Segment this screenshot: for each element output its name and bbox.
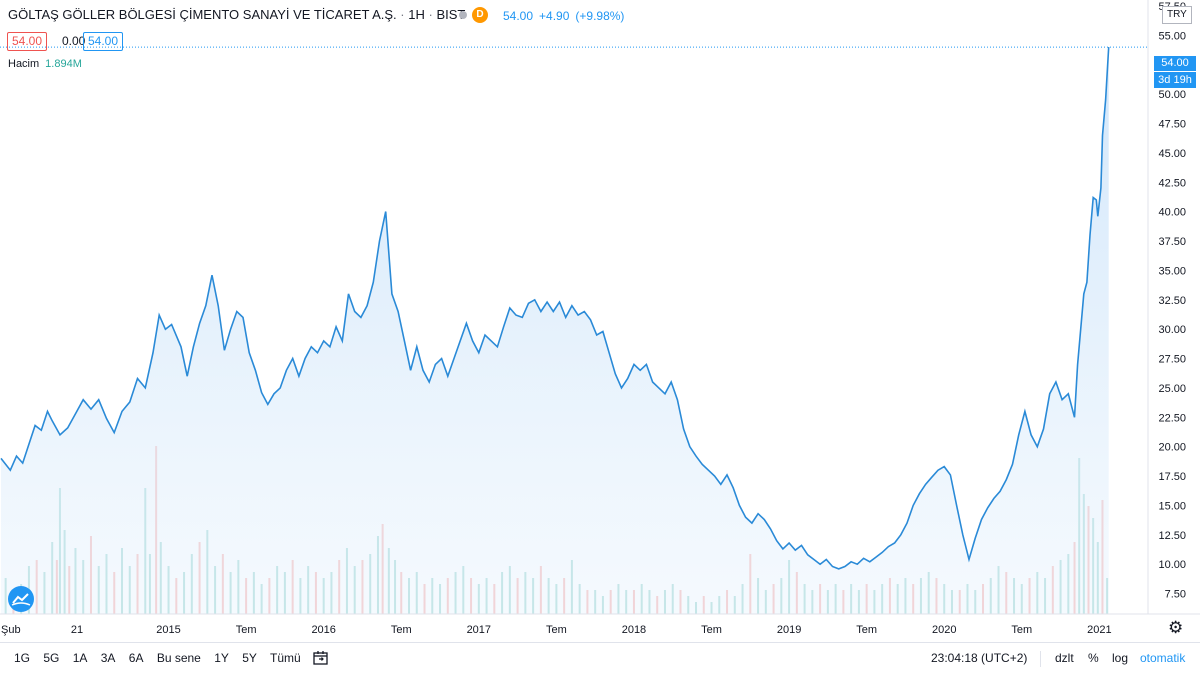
- x-tick-label: Tem: [391, 624, 412, 636]
- x-tick-label: Tem: [546, 624, 567, 636]
- y-tick-label: 25.00: [1158, 383, 1186, 395]
- legend-price: 54.00 +4.90 (+9.98%): [503, 9, 630, 23]
- price-area: [1, 47, 1109, 615]
- bar-countdown-tag: 3d 19h: [1154, 72, 1196, 88]
- y-tick-label: 37.50: [1158, 236, 1186, 248]
- clock-timezone[interactable]: 23:04:18 (UTC+2): [931, 651, 1028, 665]
- range-3m[interactable]: 3A: [100, 651, 116, 665]
- range-5d[interactable]: 5G: [43, 651, 60, 665]
- y-tick-label: 12.50: [1158, 530, 1186, 542]
- buy-price-box[interactable]: 54.00: [83, 32, 124, 51]
- y-tick-label: 45.00: [1158, 148, 1186, 160]
- y-tick-label: 22.50: [1158, 412, 1186, 424]
- x-tick-label: 2021: [1087, 624, 1111, 636]
- range-1d[interactable]: 1G: [14, 651, 31, 665]
- last-price-tag: 54.00: [1154, 56, 1196, 71]
- y-tick-label: 55.00: [1158, 30, 1186, 42]
- delayed-badge: D: [472, 7, 488, 23]
- volume-label: Hacim: [8, 58, 40, 70]
- volume-legend[interactable]: Hacim 1.894M: [8, 58, 82, 70]
- range-1m[interactable]: 1A: [72, 651, 88, 665]
- adjust-toggle[interactable]: dzlt: [1055, 651, 1074, 665]
- interval-label: 1H: [408, 7, 425, 22]
- price-chart[interactable]: 7.50 10.00 12.50 15.00 17.50 20.00 22.50 25.00 2…: [0, 0, 1200, 642]
- y-tick-label: 7.50: [1165, 589, 1186, 601]
- symbol-name[interactable]: GÖLTAŞ GÖLLER BÖLGESİ ÇİMENTO SANAYİ VE …: [8, 7, 397, 22]
- exchange-label: BIST: [436, 7, 466, 22]
- y-tick-label: 27.50: [1158, 354, 1186, 366]
- x-tick-label: 2017: [467, 624, 491, 636]
- y-tick-label: 35.00: [1158, 265, 1186, 277]
- y-tick-label: 32.50: [1158, 295, 1186, 307]
- volume-value: 1.894M: [45, 58, 82, 70]
- y-tick-label: 10.00: [1158, 559, 1186, 571]
- x-tick-label: 2019: [777, 624, 801, 636]
- y-tick-label: 50.00: [1158, 89, 1186, 101]
- auto-scale-toggle[interactable]: otomatik: [1140, 651, 1186, 665]
- x-tick-label: 21: [71, 624, 83, 636]
- y-tick-label: 47.50: [1158, 119, 1186, 131]
- go-to-date-icon[interactable]: [312, 649, 330, 667]
- x-tick-label: 2015: [156, 624, 180, 636]
- y-tick-label: 20.00: [1158, 442, 1186, 454]
- symbol-legend[interactable]: GÖLTAŞ GÖLLER BÖLGESİ ÇİMENTO SANAYİ VE …: [8, 7, 466, 22]
- change-percent: (+9.98%): [575, 9, 625, 23]
- range-1y[interactable]: 1Y: [214, 651, 229, 665]
- y-tick-label: 42.50: [1158, 177, 1186, 189]
- percent-toggle[interactable]: %: [1088, 651, 1099, 665]
- sell-price-box[interactable]: 54.00: [7, 32, 48, 51]
- range-ytd[interactable]: Bu sene: [156, 651, 201, 665]
- y-tick-label: 15.00: [1158, 500, 1186, 512]
- x-tick-label: 2018: [622, 624, 646, 636]
- price-line: [0, 47, 1110, 570]
- spread-value: 0.00: [62, 34, 86, 48]
- range-all[interactable]: Tümü: [270, 651, 301, 665]
- x-tick-label: 2020: [932, 624, 956, 636]
- range-5y[interactable]: 5Y: [242, 651, 257, 665]
- change-value: +4.90: [539, 9, 570, 23]
- x-tick-label: Tem: [701, 624, 722, 636]
- x-tick-label: Tem: [1011, 624, 1032, 636]
- x-tick-label: 2016: [311, 624, 335, 636]
- chart-settings-gear-icon[interactable]: ⚙: [1168, 618, 1184, 637]
- market-status-badge[interactable]: D: [456, 7, 488, 23]
- last-price: 54.00: [503, 9, 534, 23]
- currency-label[interactable]: TRY: [1162, 6, 1192, 24]
- y-tick-label: 17.50: [1158, 471, 1186, 483]
- y-tick-label: 40.00: [1158, 207, 1186, 219]
- log-toggle[interactable]: log: [1112, 651, 1129, 665]
- range-6m[interactable]: 6A: [128, 651, 144, 665]
- bottom-toolbar: 1G 5G 1A 3A 6A Bu sene 1Y 5Y Tümü 23:04:…: [0, 642, 1200, 675]
- status-dot-icon: [459, 11, 467, 19]
- x-tick-label: Şub: [1, 624, 21, 636]
- tradingview-logo-icon[interactable]: [8, 586, 34, 612]
- x-tick-label: Tem: [856, 624, 877, 636]
- y-tick-label: 30.00: [1158, 324, 1186, 336]
- date-range-selector: 1G 5G 1A 3A 6A Bu sene 1Y 5Y Tümü: [14, 651, 311, 665]
- x-tick-label: Tem: [236, 624, 257, 636]
